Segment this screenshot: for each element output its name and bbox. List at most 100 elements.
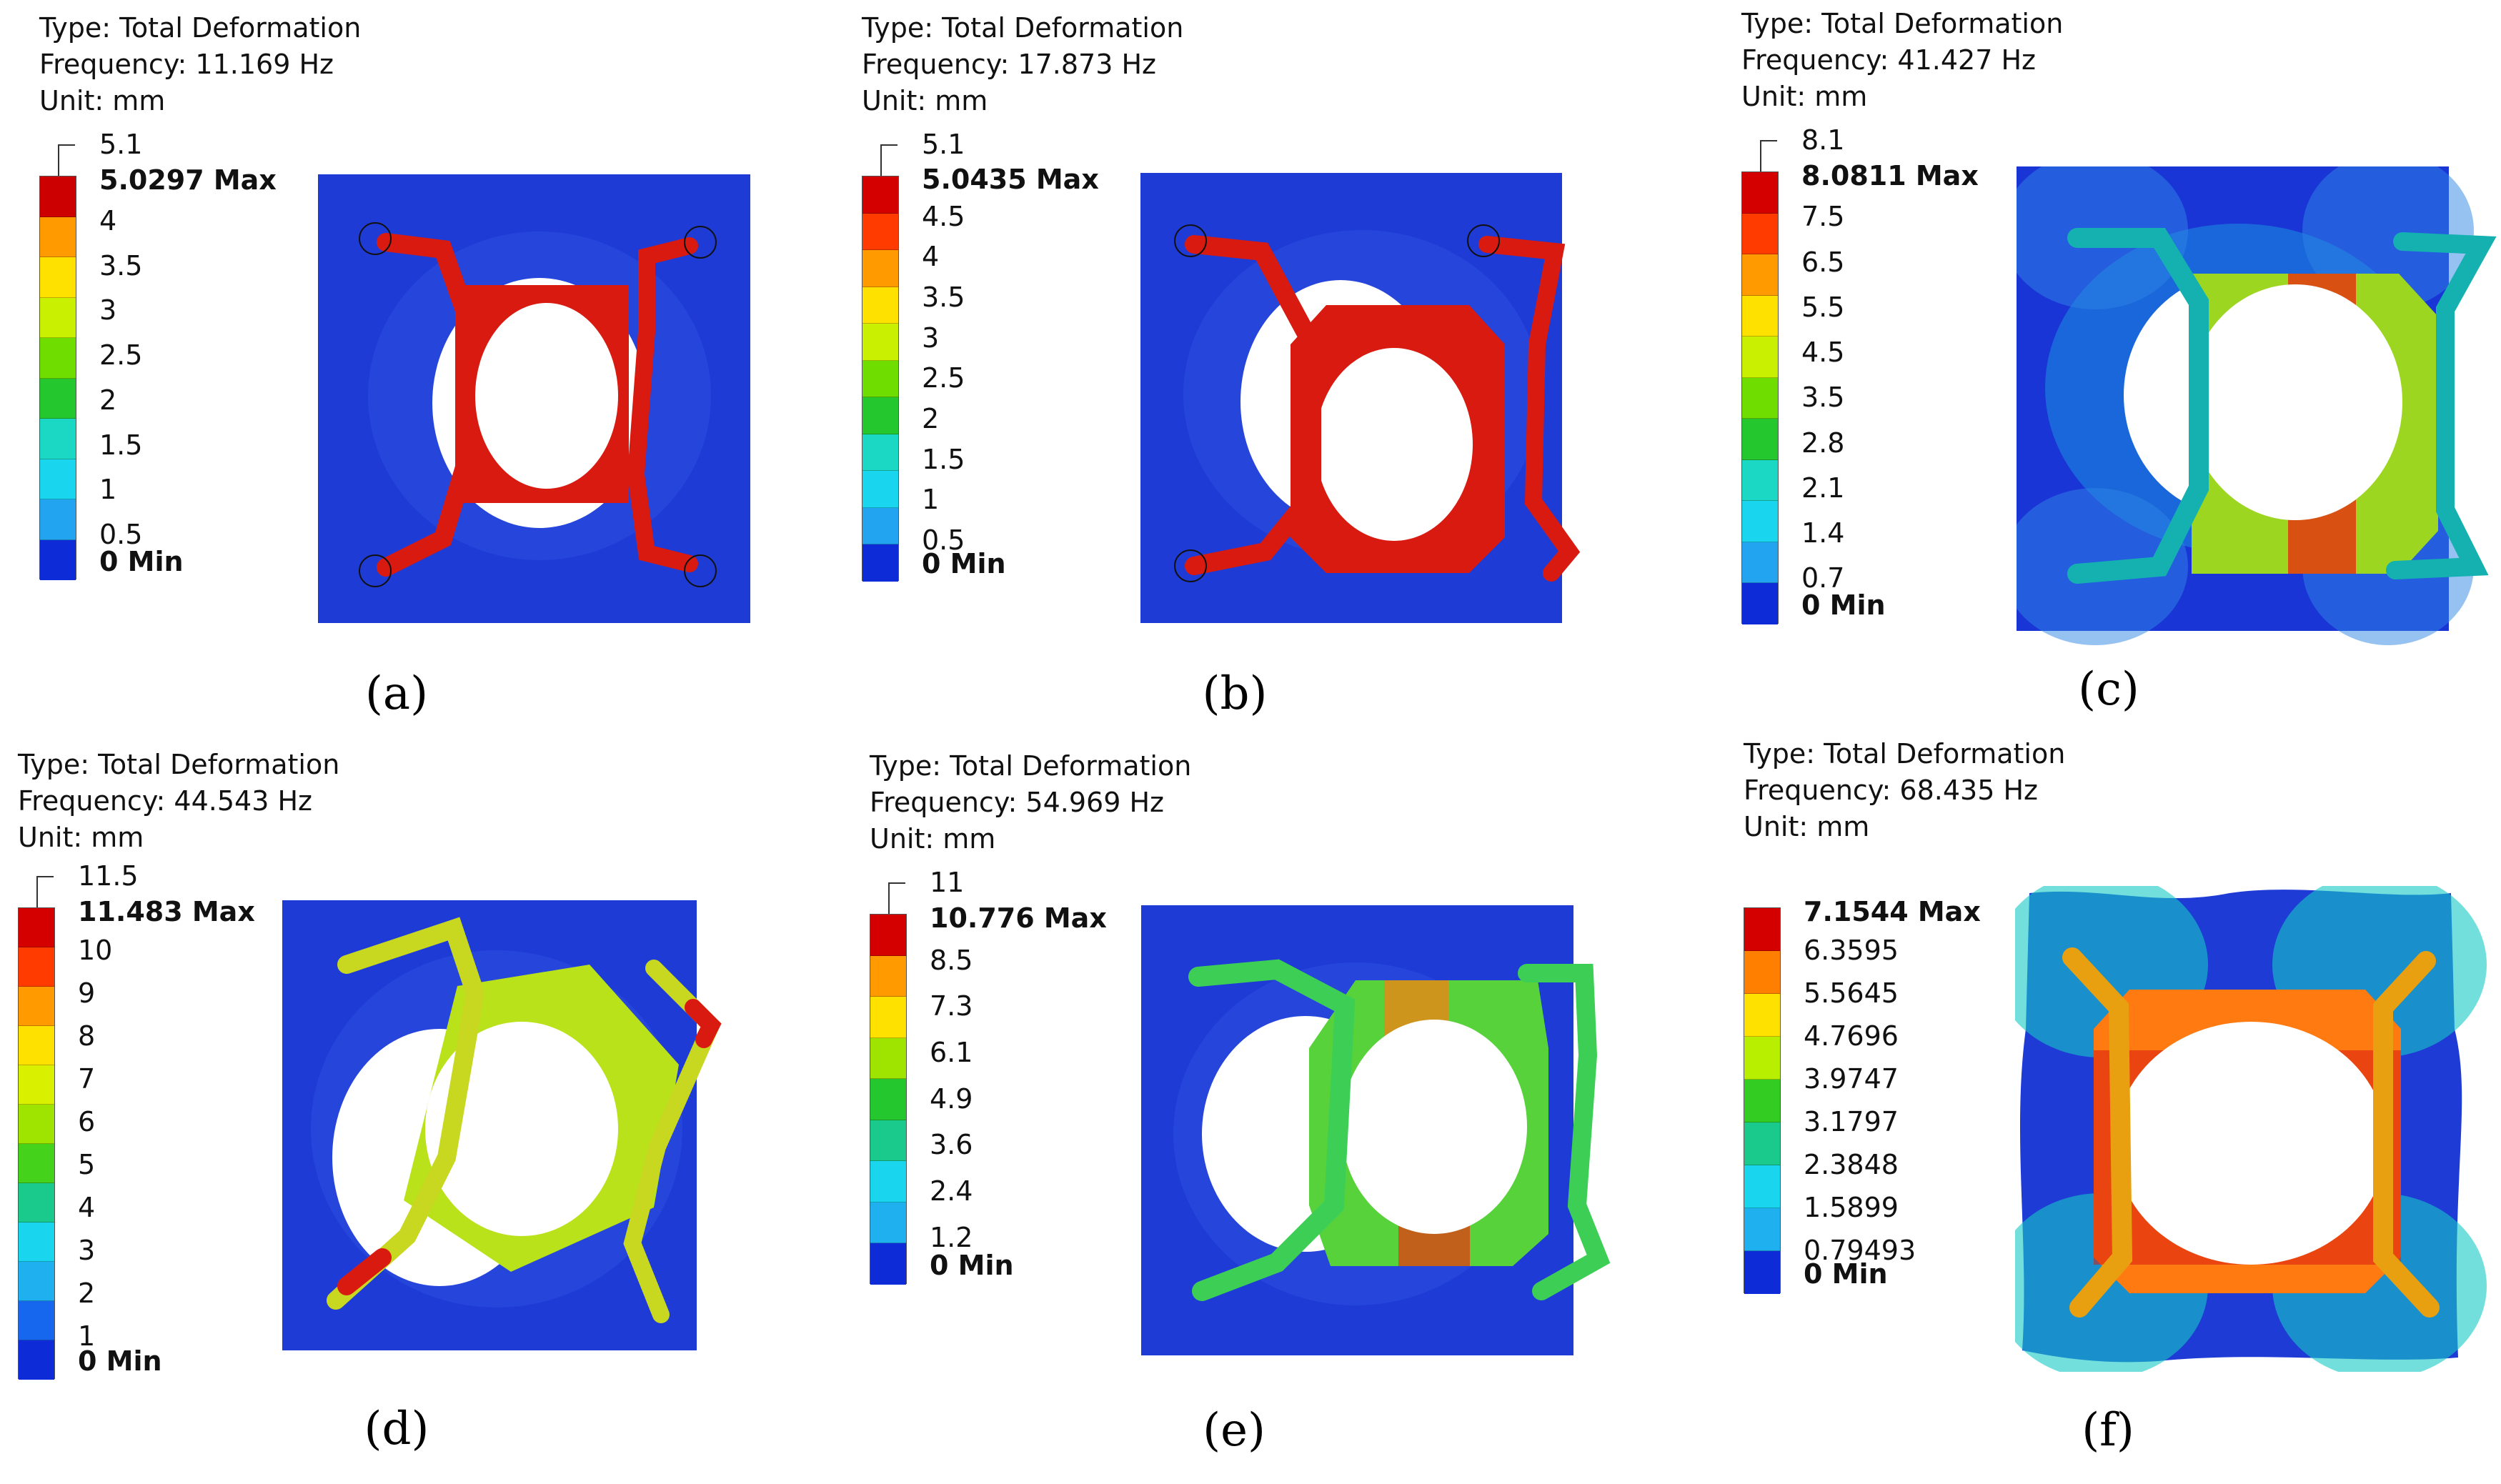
legend-color-cell xyxy=(1742,542,1778,583)
legend-tick-label: 1 xyxy=(99,474,117,506)
scale-top-connector xyxy=(58,144,75,177)
legend-tick-label: 2.5 xyxy=(99,339,143,372)
deformation-model-e xyxy=(1141,905,1611,1355)
legend-tick-label: 3 xyxy=(99,294,117,327)
legend-tick-label: 2 xyxy=(99,384,117,416)
legend-tick-label: 4.5 xyxy=(922,200,965,232)
legend-tick-label: 3.5 xyxy=(99,249,143,282)
legend-max-label: 8.0811 Max xyxy=(1801,159,1979,191)
scale-top-connector xyxy=(888,882,905,915)
legend-color-cell xyxy=(40,338,76,379)
legend-color-cell xyxy=(862,507,898,544)
legend-color-cell xyxy=(19,1222,54,1262)
legend-tick-label: 4.5 xyxy=(1801,337,1845,368)
legend-tick-label: 0.79493 xyxy=(1804,1235,1916,1266)
legend-tick-label: 0.5 xyxy=(99,519,143,551)
scale-top-connector xyxy=(36,876,54,909)
legend-tick-label: 1.5 xyxy=(99,429,143,461)
unit-label: Unit: mm xyxy=(870,823,996,855)
bracket-left xyxy=(377,233,474,577)
caption-f: (f) xyxy=(2082,1404,2134,1457)
legend-color-bar xyxy=(39,176,76,580)
legend-color-bar xyxy=(1741,171,1779,624)
legend-color-cell xyxy=(862,287,898,324)
bracket-right xyxy=(2386,232,2497,579)
legend-color-cell xyxy=(1742,337,1778,378)
bracket-tip-red-2 xyxy=(337,1248,392,1295)
legend-tick-label: 6.3595 xyxy=(1804,935,1899,966)
caption-e: (e) xyxy=(1203,1404,1266,1457)
legend-min-label: 0 Min xyxy=(1804,1258,1888,1290)
panel-info: Type: Total Deformation Frequency: 44.54… xyxy=(18,747,339,856)
panel-info: Type: Total Deformation Frequency: 68.43… xyxy=(1744,736,2065,845)
legend-color-cell xyxy=(19,1065,54,1105)
frequency-label: Frequency: 68.435 Hz xyxy=(1744,775,2038,806)
caption-a: (a) xyxy=(364,667,429,720)
legend-color-cell xyxy=(870,997,906,1038)
legend-tick-label: 3.6 xyxy=(930,1129,973,1161)
legend-color-cell xyxy=(870,1161,906,1202)
bracket-left xyxy=(2062,947,2133,1318)
legend-tick-label: 3.9747 xyxy=(1804,1063,1899,1095)
legend-color-cell xyxy=(1744,1037,1780,1080)
panel-e: Type: Total Deformation Frequency: 54.96… xyxy=(870,748,1703,1484)
legend-tick-label: 1 xyxy=(922,484,940,516)
legend-min-label: 0 Min xyxy=(930,1249,1014,1281)
legend-tick-label: 4 xyxy=(78,1192,96,1223)
legend-tick-label: 0.5 xyxy=(922,524,965,556)
legend-tick-label: 0.7 xyxy=(1801,562,1845,594)
legend-color-cell xyxy=(19,1105,54,1144)
legend-color-cell xyxy=(870,915,906,956)
legend-color-cell xyxy=(870,955,906,997)
caption-d: (d) xyxy=(364,1403,429,1455)
panel-b: Type: Total Deformation Frequency: 17.87… xyxy=(862,10,1695,746)
bracket-left xyxy=(1188,959,1356,1301)
legend-color-cell xyxy=(1744,994,1780,1037)
deformation-model-c xyxy=(2017,166,2497,645)
legend-tick-label: 5 xyxy=(78,1149,96,1180)
legend-color-cell xyxy=(870,1120,906,1161)
frequency-label: Frequency: 11.169 Hz xyxy=(39,49,334,80)
legend-color-cell xyxy=(862,544,898,582)
frequency-label: Frequency: 44.543 Hz xyxy=(18,785,312,817)
scale-top-label: 5.1 xyxy=(99,129,143,160)
legend-tick-label: 3.5 xyxy=(1801,382,1845,414)
legend-tick-label: 1.4 xyxy=(1801,517,1845,549)
legend-min-label: 0 Min xyxy=(99,545,184,577)
unit-label: Unit: mm xyxy=(18,822,144,853)
unit-label: Unit: mm xyxy=(1741,81,1868,112)
legend-color-cell xyxy=(19,1144,54,1183)
legend-color-cell xyxy=(1744,1080,1780,1122)
legend-color-cell xyxy=(40,297,76,338)
legend-tick-label: 10 xyxy=(78,935,113,966)
unit-label: Unit: mm xyxy=(39,85,166,116)
legend-color-cell xyxy=(862,250,898,287)
unit-label: Unit: mm xyxy=(1744,811,1870,842)
legend-min-label: 0 Min xyxy=(922,548,1006,580)
scale-top-label: 11 xyxy=(930,867,965,898)
legend-color-cell xyxy=(1742,213,1778,254)
legend-color-cell xyxy=(1742,254,1778,296)
frequency-label: Frequency: 54.969 Hz xyxy=(870,787,1164,818)
legend-max-label: 11.483 Max xyxy=(78,895,255,927)
legend-color-cell xyxy=(1742,377,1778,419)
legend-min-label: 0 Min xyxy=(78,1345,162,1378)
legend-color-bar xyxy=(18,907,55,1380)
deformation-model-f xyxy=(2015,886,2487,1372)
legend-tick-label: 9 xyxy=(78,977,96,1009)
legend-tick-label: 1.5899 xyxy=(1804,1192,1899,1223)
legend-color-cell xyxy=(40,257,76,298)
legend-color-cell xyxy=(19,987,54,1026)
legend-tick-label: 7 xyxy=(78,1063,96,1095)
legend-max-label: 5.0435 Max xyxy=(922,164,1099,196)
bracket-right xyxy=(1478,236,1581,582)
type-label: Type: Total Deformation xyxy=(1741,8,2064,39)
legend-color-cell xyxy=(862,176,898,214)
caption-c: (c) xyxy=(2078,663,2139,716)
legend-tick-label: 3.1797 xyxy=(1804,1106,1899,1137)
legend-color-cell xyxy=(1744,1122,1780,1165)
legend-tick-label: 5.5645 xyxy=(1804,977,1899,1009)
legend-tick-label: 6 xyxy=(78,1106,96,1137)
legend-color-cell xyxy=(19,947,54,987)
legend-tick-label: 2.1 xyxy=(1801,472,1845,504)
